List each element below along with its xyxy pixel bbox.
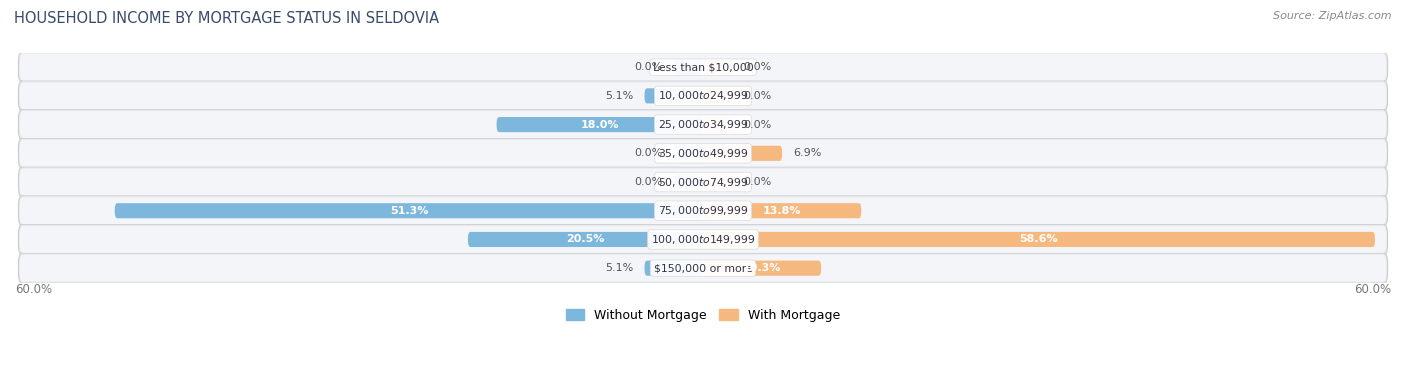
Text: Source: ZipAtlas.com: Source: ZipAtlas.com (1274, 11, 1392, 21)
FancyBboxPatch shape (20, 111, 1386, 138)
Text: 0.0%: 0.0% (744, 62, 772, 72)
FancyBboxPatch shape (18, 81, 1388, 111)
Text: 13.8%: 13.8% (763, 206, 801, 216)
FancyBboxPatch shape (20, 54, 1386, 81)
Text: HOUSEHOLD INCOME BY MORTGAGE STATUS IN SELDOVIA: HOUSEHOLD INCOME BY MORTGAGE STATUS IN S… (14, 11, 439, 26)
FancyBboxPatch shape (703, 60, 731, 75)
Text: $75,000 to $99,999: $75,000 to $99,999 (658, 204, 748, 217)
Text: 0.0%: 0.0% (634, 177, 662, 187)
FancyBboxPatch shape (644, 88, 703, 104)
FancyBboxPatch shape (703, 117, 731, 132)
FancyBboxPatch shape (20, 169, 1386, 195)
FancyBboxPatch shape (703, 203, 862, 218)
Text: 51.3%: 51.3% (389, 206, 427, 216)
FancyBboxPatch shape (703, 175, 731, 190)
Text: $150,000 or more: $150,000 or more (654, 263, 752, 273)
FancyBboxPatch shape (115, 203, 703, 218)
FancyBboxPatch shape (675, 146, 703, 161)
FancyBboxPatch shape (703, 146, 782, 161)
Text: 18.0%: 18.0% (581, 119, 619, 130)
Text: 0.0%: 0.0% (634, 62, 662, 72)
FancyBboxPatch shape (20, 226, 1386, 253)
Text: 6.9%: 6.9% (793, 148, 823, 158)
FancyBboxPatch shape (18, 138, 1388, 169)
FancyBboxPatch shape (644, 260, 703, 276)
Text: 5.1%: 5.1% (605, 263, 633, 273)
Text: 0.0%: 0.0% (744, 91, 772, 101)
FancyBboxPatch shape (18, 224, 1388, 255)
FancyBboxPatch shape (20, 197, 1386, 224)
Text: 10.3%: 10.3% (742, 263, 782, 273)
Text: 60.0%: 60.0% (15, 282, 52, 296)
FancyBboxPatch shape (703, 88, 731, 104)
Text: 0.0%: 0.0% (634, 148, 662, 158)
Text: $100,000 to $149,999: $100,000 to $149,999 (651, 233, 755, 246)
Text: 60.0%: 60.0% (1354, 282, 1391, 296)
Text: $25,000 to $34,999: $25,000 to $34,999 (658, 118, 748, 131)
FancyBboxPatch shape (675, 60, 703, 75)
Text: 0.0%: 0.0% (744, 177, 772, 187)
FancyBboxPatch shape (18, 195, 1388, 226)
FancyBboxPatch shape (468, 232, 703, 247)
FancyBboxPatch shape (20, 140, 1386, 167)
Text: Less than $10,000: Less than $10,000 (652, 62, 754, 72)
Text: 0.0%: 0.0% (744, 119, 772, 130)
Text: $50,000 to $74,999: $50,000 to $74,999 (658, 175, 748, 189)
Text: 58.6%: 58.6% (1019, 234, 1059, 245)
Text: $10,000 to $24,999: $10,000 to $24,999 (658, 89, 748, 102)
FancyBboxPatch shape (496, 117, 703, 132)
FancyBboxPatch shape (20, 255, 1386, 282)
Text: 20.5%: 20.5% (567, 234, 605, 245)
FancyBboxPatch shape (703, 232, 1375, 247)
FancyBboxPatch shape (20, 82, 1386, 109)
FancyBboxPatch shape (18, 52, 1388, 82)
Text: 5.1%: 5.1% (605, 91, 633, 101)
FancyBboxPatch shape (703, 260, 821, 276)
Legend: Without Mortgage, With Mortgage: Without Mortgage, With Mortgage (561, 304, 845, 327)
FancyBboxPatch shape (18, 253, 1388, 284)
FancyBboxPatch shape (675, 175, 703, 190)
FancyBboxPatch shape (18, 167, 1388, 197)
Text: $35,000 to $49,999: $35,000 to $49,999 (658, 147, 748, 160)
FancyBboxPatch shape (18, 110, 1388, 140)
